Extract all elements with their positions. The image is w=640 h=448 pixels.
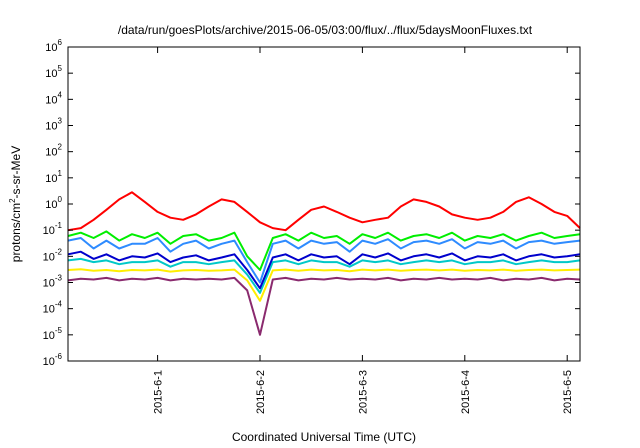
series-line (67, 250, 581, 290)
y-tick-base: 10 (43, 278, 55, 290)
series-line (67, 237, 581, 284)
y-tick-exponent: 5 (58, 64, 63, 73)
y-axis-label: protons/cm2-s-sr-MeV (8, 146, 23, 262)
y-tick-base: 10 (43, 356, 55, 368)
series-line (67, 268, 581, 302)
y-tick-exponent: -1 (55, 221, 63, 230)
x-axis: 2015-6-1 2015-6-2 2015-6-3 2015-6-4 2015-6-5 (153, 47, 574, 414)
y-tick-label: 105 (45, 64, 62, 80)
y-axis: 10-610-510-410-310-210-11001011021031041… (43, 38, 580, 368)
y-tick-label: 10-3 (43, 274, 63, 290)
chart-title: /data/run/goesPlots/archive/2015-06-05/0… (118, 23, 533, 37)
y-tick-base: 10 (45, 94, 57, 106)
series-group (67, 191, 581, 336)
series-line (67, 230, 581, 271)
x-tick-label: 2015-6-2 (255, 370, 267, 414)
y-tick-base: 10 (45, 173, 57, 185)
y-tick-base: 10 (45, 147, 57, 159)
y-tick-exponent: -4 (55, 300, 63, 309)
y-axis-label-suffix: -s-sr-MeV (9, 146, 23, 199)
y-tick-label: 104 (45, 90, 62, 106)
y-axis-label-prefix: protons/cm (9, 203, 23, 262)
y-tick-label: 100 (45, 195, 62, 211)
y-tick-exponent: -5 (55, 326, 63, 335)
y-tick-base: 10 (45, 68, 57, 80)
y-tick-base: 10 (43, 251, 55, 263)
y-tick-exponent: 0 (58, 195, 63, 204)
y-tick-base: 10 (43, 330, 55, 342)
y-tick-exponent: 4 (58, 90, 63, 99)
y-tick-label: 10-1 (43, 221, 63, 237)
series-line (67, 191, 581, 232)
y-tick-exponent: -6 (55, 352, 63, 361)
y-tick-label: 106 (45, 38, 62, 54)
y-tick-base: 10 (45, 199, 57, 211)
plot-frame (67, 46, 581, 362)
x-tick-label: 2015-6-5 (562, 370, 574, 414)
series-line (67, 257, 581, 294)
y-tick-exponent: -2 (55, 247, 63, 256)
y-tick-base: 10 (45, 121, 57, 133)
y-tick-base: 10 (43, 304, 55, 316)
y-tick-exponent: 6 (58, 38, 63, 47)
y-tick-label: 10-5 (43, 326, 63, 342)
y-tick-base: 10 (45, 42, 57, 54)
y-tick-label: 101 (45, 169, 62, 185)
y-tick-exponent: 2 (58, 143, 63, 152)
series-line (67, 276, 581, 336)
y-tick-exponent: -3 (55, 274, 63, 283)
y-tick-base: 10 (43, 225, 55, 237)
x-tick-label: 2015-6-1 (153, 370, 165, 414)
y-tick-label: 10-4 (43, 300, 63, 316)
y-tick-label: 10-2 (43, 247, 63, 263)
y-axis-label-sup: 2 (8, 198, 17, 203)
y-tick-label: 102 (45, 143, 62, 159)
y-tick-exponent: 3 (58, 117, 63, 126)
x-axis-label: Coordinated Universal Time (UTC) (232, 430, 416, 444)
y-tick-label: 10-6 (43, 352, 63, 368)
x-tick-label: 2015-6-3 (357, 370, 369, 414)
y-tick-exponent: 1 (58, 169, 63, 178)
x-tick-label: 2015-6-4 (460, 370, 472, 414)
y-tick-label: 103 (45, 117, 62, 133)
